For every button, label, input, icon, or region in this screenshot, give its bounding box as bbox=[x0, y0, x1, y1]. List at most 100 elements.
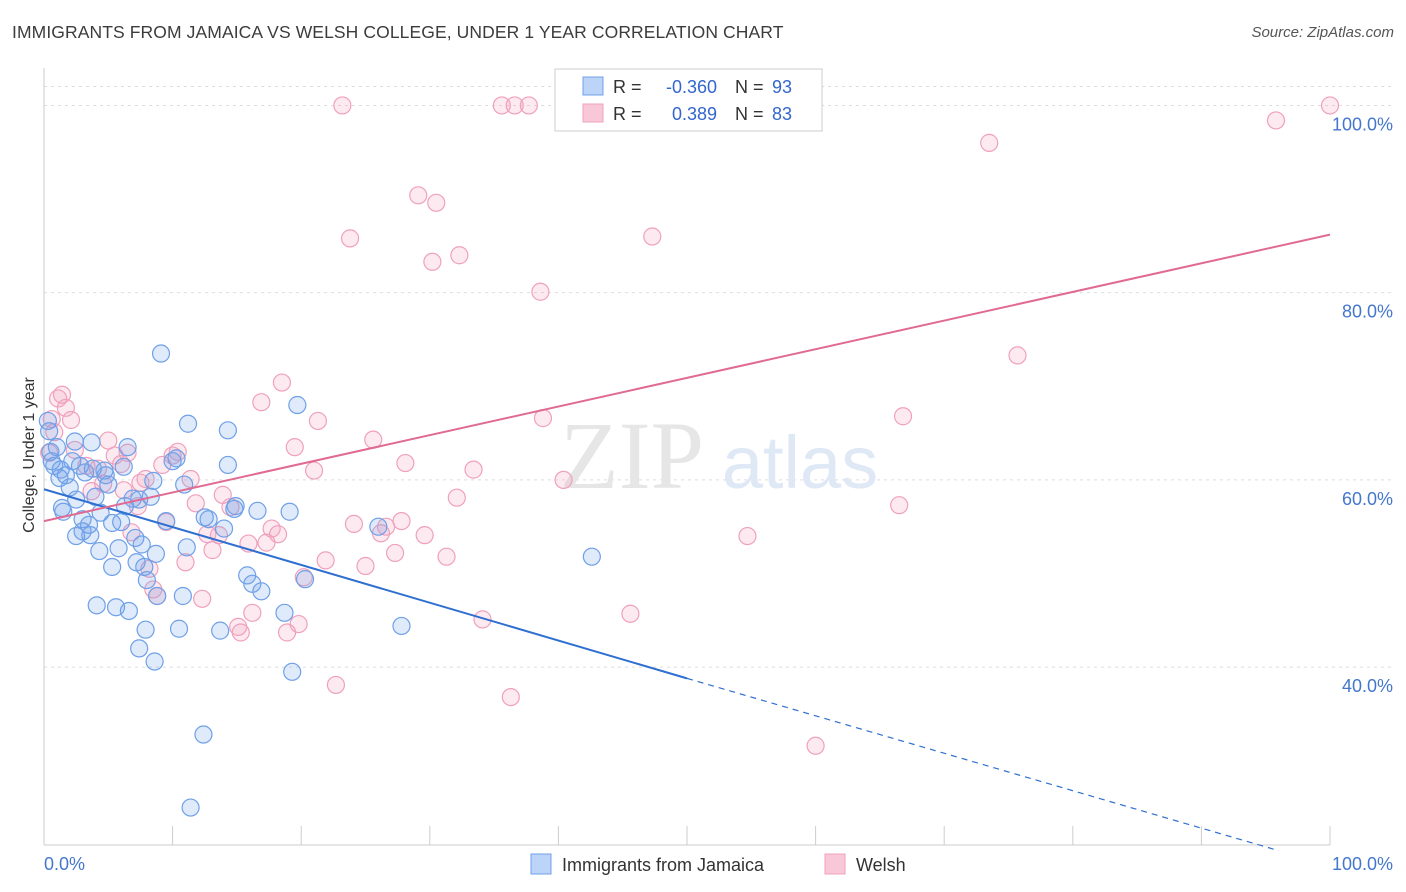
jamaica-point-47 bbox=[136, 620, 155, 639]
welsh-point-85 bbox=[890, 496, 909, 515]
legend-swatch-welsh bbox=[824, 853, 846, 875]
welsh-point-90 bbox=[1320, 96, 1340, 115]
welsh-trend-line bbox=[43, 233, 1331, 523]
jamaica-point-38 bbox=[118, 438, 137, 457]
jamaica-point-44 bbox=[130, 639, 149, 658]
welsh-point-50 bbox=[304, 461, 324, 480]
legend-label-welsh: Welsh bbox=[856, 855, 906, 875]
series-legend: Immigrants from Jamaica Welsh bbox=[530, 853, 906, 875]
welsh-point-14 bbox=[112, 454, 131, 474]
welsh-point-52 bbox=[316, 551, 335, 570]
jamaica-point-51 bbox=[145, 652, 164, 671]
welsh-point-67 bbox=[427, 193, 446, 212]
welsh-point-30 bbox=[186, 494, 205, 513]
jamaica-point-55 bbox=[157, 511, 176, 531]
welsh-point-87 bbox=[980, 133, 999, 152]
welsh-point-54 bbox=[333, 96, 352, 115]
jamaica-point-22 bbox=[82, 433, 101, 452]
y-tick-label-100: 100.0% bbox=[1332, 114, 1393, 134]
welsh-point-69 bbox=[447, 488, 466, 507]
jamaica-point-68 bbox=[214, 519, 234, 538]
stats-swatch-welsh bbox=[582, 103, 604, 123]
jamaica-point-53 bbox=[148, 586, 167, 606]
welsh-point-51 bbox=[308, 411, 328, 431]
welsh-point-40 bbox=[243, 603, 262, 622]
stats-r-label-welsh: R = bbox=[613, 104, 642, 124]
stats-r-value-jamaica: -0.360 bbox=[666, 77, 717, 97]
welsh-point-74 bbox=[501, 687, 520, 707]
jamaica-point-72 bbox=[226, 497, 245, 516]
jamaica-point-75 bbox=[248, 501, 267, 520]
welsh-point-88 bbox=[1008, 346, 1027, 365]
jamaica-point-32 bbox=[103, 557, 122, 577]
jamaica-point-30 bbox=[99, 475, 118, 494]
welsh-point-2 bbox=[45, 423, 64, 442]
jamaica-point-62 bbox=[178, 414, 198, 433]
jamaica-point-41 bbox=[126, 528, 145, 548]
jamaica-point-61 bbox=[177, 538, 196, 557]
trend-lines bbox=[43, 233, 1331, 852]
x-ticks bbox=[43, 826, 1331, 845]
watermark-zip: ZIP bbox=[560, 402, 704, 509]
jamaica-points bbox=[38, 344, 601, 817]
welsh-point-70 bbox=[450, 246, 469, 265]
jamaica-point-54 bbox=[151, 344, 171, 363]
y-tick-labels: 40.0% 60.0% 80.0% 100.0% bbox=[1332, 114, 1393, 696]
jamaica-point-70 bbox=[218, 421, 237, 440]
x-tick-label-min: 0.0% bbox=[44, 854, 85, 874]
welsh-point-86 bbox=[893, 407, 913, 426]
y-tick-label-80: 80.0% bbox=[1342, 302, 1393, 322]
jamaica-point-26 bbox=[90, 541, 109, 561]
jamaica-point-64 bbox=[194, 725, 213, 744]
welsh-point-33 bbox=[203, 541, 222, 560]
jamaica-point-66 bbox=[199, 510, 218, 529]
jamaica-point-13 bbox=[65, 432, 84, 451]
welsh-point-72 bbox=[473, 610, 492, 629]
jamaica-point-78 bbox=[280, 502, 299, 521]
legend-swatch-jamaica bbox=[530, 853, 552, 875]
jamaica-point-84 bbox=[582, 547, 601, 566]
jamaica-point-34 bbox=[109, 539, 128, 558]
welsh-point-16 bbox=[118, 443, 137, 462]
jamaica-point-82 bbox=[369, 517, 388, 536]
source-label: Source: ZipAtlas.com bbox=[1251, 24, 1394, 41]
jamaica-point-80 bbox=[288, 395, 307, 415]
stats-n-label-welsh: N = bbox=[735, 104, 764, 124]
jamaica-point-58 bbox=[169, 619, 189, 638]
welsh-point-84 bbox=[806, 736, 825, 755]
welsh-point-47 bbox=[285, 438, 304, 457]
welsh-point-56 bbox=[344, 514, 364, 534]
welsh-point-45 bbox=[272, 373, 292, 392]
jamaica-point-76 bbox=[252, 582, 271, 601]
jamaica-point-36 bbox=[114, 457, 133, 476]
jamaica-point-69 bbox=[218, 455, 237, 475]
x-tick-label-max: 100.0% bbox=[1332, 854, 1393, 874]
welsh-point-65 bbox=[415, 526, 434, 545]
jamaica-point-25 bbox=[87, 596, 106, 615]
welsh-point-77 bbox=[531, 282, 550, 301]
welsh-point-64 bbox=[409, 186, 428, 205]
jamaica-point-52 bbox=[146, 544, 165, 563]
welsh-point-41 bbox=[252, 393, 271, 412]
jamaica-point-83 bbox=[392, 616, 411, 636]
jamaica-point-67 bbox=[211, 621, 230, 640]
stats-r-label-jamaica: R = bbox=[613, 77, 642, 97]
welsh-point-6 bbox=[61, 410, 81, 430]
welsh-point-82 bbox=[643, 227, 662, 246]
jamaica-point-57 bbox=[167, 449, 186, 468]
stats-n-value-welsh: 83 bbox=[772, 104, 792, 124]
legend-label-jamaica: Immigrants from Jamaica bbox=[562, 855, 765, 875]
jamaica-point-48 bbox=[137, 570, 156, 590]
welsh-point-66 bbox=[423, 252, 442, 271]
stats-swatch-jamaica bbox=[582, 76, 604, 96]
watermark-atlas: atlas bbox=[722, 421, 878, 504]
jamaica-point-81 bbox=[295, 570, 315, 589]
welsh-point-83 bbox=[738, 526, 757, 546]
stats-n-label-jamaica: N = bbox=[735, 77, 764, 97]
welsh-point-55 bbox=[340, 229, 360, 248]
jamaica-point-21 bbox=[81, 526, 100, 545]
welsh-point-68 bbox=[437, 547, 456, 566]
welsh-point-57 bbox=[356, 556, 375, 576]
welsh-point-48 bbox=[289, 614, 308, 634]
